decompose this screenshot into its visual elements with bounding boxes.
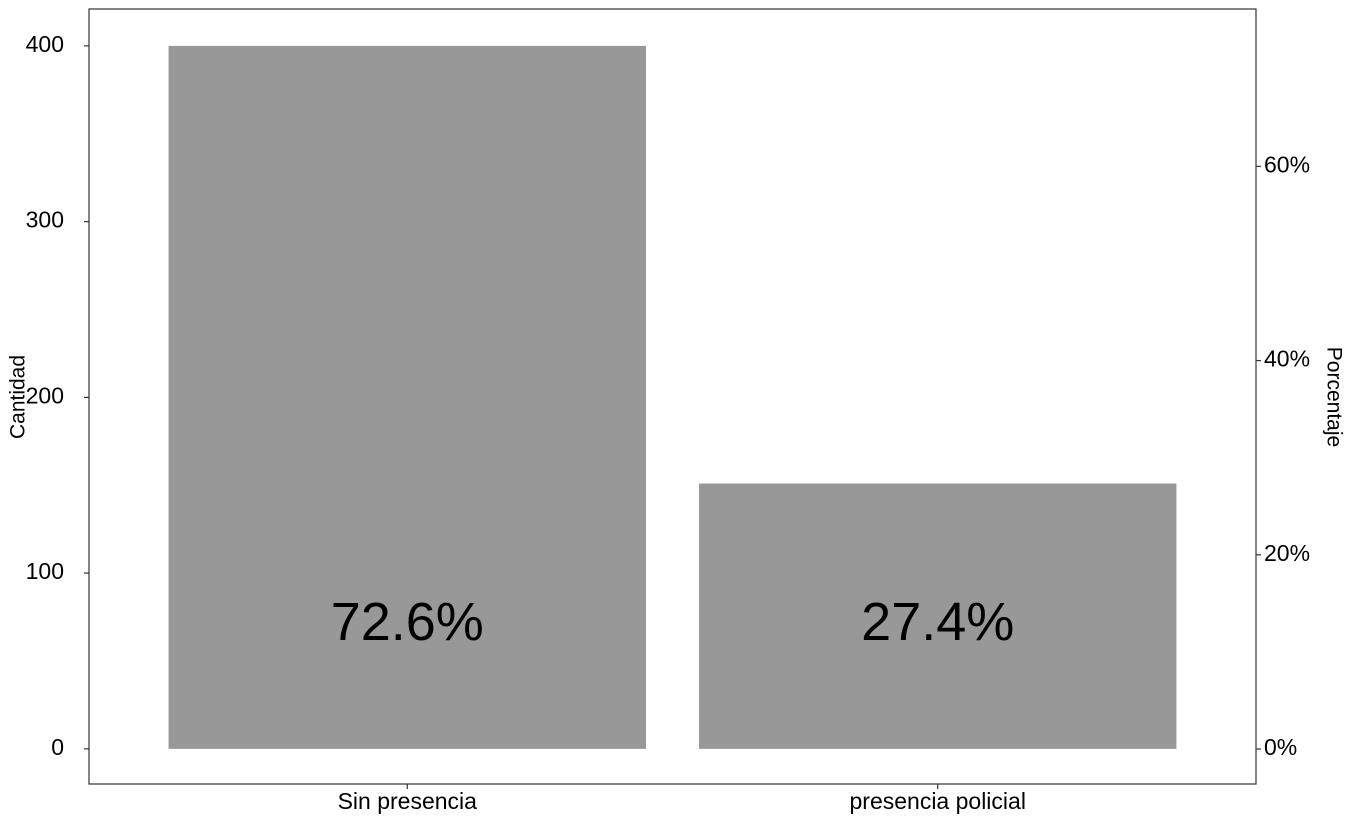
y-tick-label: 100 <box>26 558 64 584</box>
x-tick-label: presencia policial <box>850 788 1026 814</box>
panel-border <box>88 8 1257 785</box>
bar-label: 27.4% <box>861 592 1014 652</box>
bar <box>168 45 646 749</box>
y-tick-label: 400 <box>26 31 64 57</box>
x-tick-label: Sin presencia <box>338 788 478 814</box>
y2-tick-label: 40% <box>1264 346 1310 372</box>
y-tick-label: 200 <box>26 382 64 408</box>
y2-tick-label: 0% <box>1264 734 1297 760</box>
y2-tick-label: 60% <box>1264 151 1310 177</box>
y-axis-title: Cantidad <box>7 355 30 439</box>
bar-label: 72.6% <box>331 592 484 652</box>
y2-tick-label: 20% <box>1264 540 1310 566</box>
y-tick-label: 300 <box>26 207 64 233</box>
bar <box>699 483 1177 749</box>
y-tick-label: 0 <box>51 734 64 760</box>
y2-axis-title: Porcentaje <box>1322 347 1345 447</box>
